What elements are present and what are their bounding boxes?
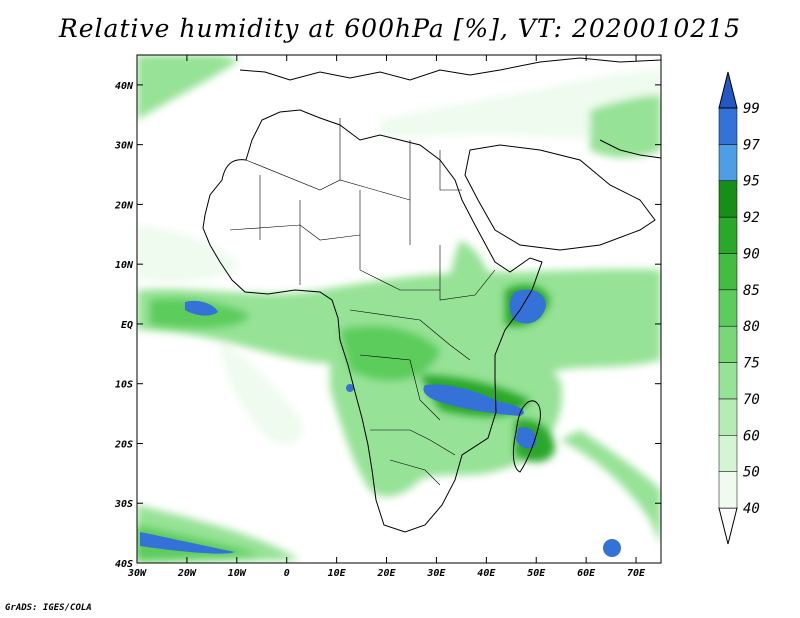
saturated-cell-southern-ocean <box>140 532 235 554</box>
colorbar-level-label: 92 <box>743 210 760 226</box>
credit-text: GrADS: IGES/COLA <box>5 603 92 613</box>
lon-tick-label: 20E <box>376 568 396 579</box>
plot-frame <box>136 54 662 564</box>
lat-tick-label: 40N <box>115 81 134 92</box>
lon-tick-label: 10W <box>228 568 247 579</box>
lat-tick-label: 10N <box>115 260 134 271</box>
border-line <box>359 354 441 421</box>
colorbar-segment <box>718 325 738 363</box>
colorbar-level-label: 90 <box>743 246 760 262</box>
colorbar-level-label: 75 <box>743 356 760 372</box>
lat-tick-label: 30N <box>114 141 134 152</box>
lon-tick-label: 30E <box>426 568 446 579</box>
border-line <box>245 159 411 201</box>
colorbar-segment <box>718 180 738 218</box>
humidity-field <box>137 55 661 563</box>
colorbar-level-label: 97 <box>743 137 760 153</box>
africa-coastline <box>202 57 661 533</box>
saturated-cell-gulf-of-guinea <box>185 300 218 316</box>
humidity-band-indian-ocean-streak <box>560 430 661 545</box>
lon-tick-label: 20W <box>177 568 197 579</box>
humidity-band-west-africa <box>137 225 240 282</box>
colorbar-level-label: 40 <box>743 501 760 517</box>
saturated-cell-madagascar <box>516 427 537 449</box>
humidity-band-atlantic-north <box>137 55 240 120</box>
saturated-cell-indian-ocean <box>603 539 621 557</box>
border-line <box>439 245 496 301</box>
colorbar-level-label: 99 <box>743 101 760 117</box>
lon-tick-label: 70E <box>627 568 646 579</box>
colorbar-under-triangle <box>718 507 738 545</box>
humidity-band-arabia <box>590 95 661 158</box>
lon-tick-label: 30W <box>127 568 147 579</box>
colorbar-segment <box>718 216 738 254</box>
border-line <box>370 429 456 456</box>
lat-tick-label: 10S <box>115 380 133 391</box>
border-line <box>389 459 441 486</box>
colorbar-segment <box>718 289 738 327</box>
colorbar-segment <box>718 107 738 145</box>
iran-india-coast <box>599 139 661 159</box>
plot-area: 30W 20W 10W 0 10E 20E 30E 40E 50E 60E 70E 40N 30N 20… <box>114 54 662 579</box>
colorbar-segment <box>718 471 738 509</box>
colorbar: 40 50 60 70 75 80 85 90 92 95 97 99 <box>718 71 760 545</box>
colorbar-level-label: 80 <box>743 319 760 335</box>
axis-ticks <box>136 55 661 564</box>
europe-coast <box>239 57 661 81</box>
border-line <box>229 224 361 241</box>
lon-tick-label: 50E <box>527 568 546 579</box>
lat-tick-label: 40S <box>115 559 133 570</box>
border-line <box>439 150 462 191</box>
lon-tick-label: 0 <box>284 568 290 579</box>
colorbar-level-label: 50 <box>743 465 760 481</box>
longitude-labels: 30W 20W 10W 0 10E 20E 30E 40E 50E 60E 70E <box>127 568 646 579</box>
madagascar-outline <box>512 400 541 473</box>
humidity-band-eastern-africa <box>448 240 496 343</box>
colorbar-level-label: 95 <box>743 174 760 190</box>
colorbar-segment <box>718 144 738 181</box>
colorbar-level-label: 60 <box>743 428 760 444</box>
lat-tick-label: 20N <box>114 200 134 211</box>
colorbar-over-triangle <box>718 71 738 109</box>
lat-tick-label: 20S <box>114 439 133 450</box>
border-line <box>359 190 440 291</box>
latitude-labels: 40N 30N 20N 10N EQ 10S 20S 30S 40S <box>114 81 134 570</box>
saturated-cell-somalia <box>509 289 546 324</box>
saturated-cell-congo <box>346 384 354 392</box>
colorbar-level-label: 85 <box>743 283 760 299</box>
africa-outline <box>202 109 543 533</box>
humidity-band-south-atlantic <box>220 340 303 444</box>
country-borders <box>229 118 496 486</box>
humidity-core-congo <box>340 326 440 381</box>
lon-tick-label: 60E <box>577 568 596 579</box>
colorbar-segment <box>718 362 738 400</box>
colorbar-segment <box>718 253 738 291</box>
colorbar-segment <box>718 435 738 472</box>
border-line <box>349 309 471 361</box>
arabia-outline <box>464 144 656 251</box>
lon-tick-label: 10E <box>328 568 347 579</box>
colorbar-level-label: 70 <box>743 392 760 408</box>
map-title: Relative humidity at 600hPa [%], VT: 202… <box>58 14 742 43</box>
lat-tick-label: 30S <box>114 499 133 510</box>
colorbar-segment <box>718 398 738 436</box>
saturated-cell-zambia <box>423 384 524 416</box>
lon-tick-label: 40E <box>477 568 496 579</box>
lat-tick-label: EQ <box>121 320 133 331</box>
